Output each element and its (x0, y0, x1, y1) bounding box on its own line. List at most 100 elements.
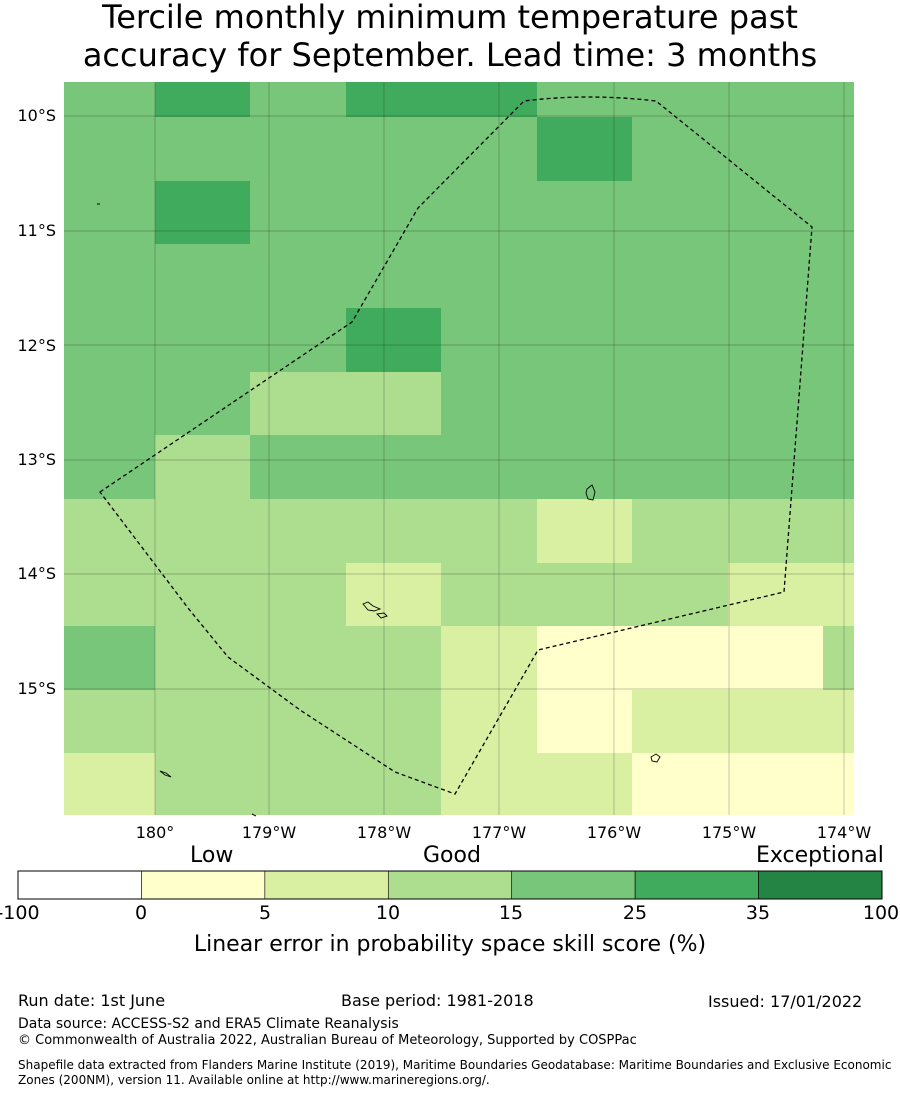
grid-cell (155, 308, 250, 372)
grid-cell (250, 372, 346, 435)
grid-cell (64, 308, 155, 372)
grid-cell (250, 626, 346, 690)
grid-cell (632, 372, 728, 435)
skill-score-grid (64, 82, 854, 815)
grid-cell (250, 244, 346, 308)
grid-cell (632, 117, 728, 181)
grid-cell (64, 372, 155, 435)
base-period: Base period: 1981-2018 (341, 991, 534, 1010)
lat-label: 10°S (17, 106, 56, 125)
grid-cell (632, 244, 728, 308)
lat-label: 11°S (17, 221, 56, 240)
grid-cell (728, 499, 854, 563)
grid-cell (537, 435, 632, 499)
grid-cell (250, 181, 346, 244)
grid-cell (64, 82, 155, 117)
grid-cell (64, 753, 155, 815)
grid-cell (632, 499, 728, 563)
grid-cell (632, 690, 728, 753)
lon-label: 174°W (817, 823, 872, 842)
grid-cell (728, 435, 854, 499)
data-source: Data source: ACCESS-S2 and ERA5 Climate … (18, 1016, 399, 1032)
grid-cell (632, 181, 728, 244)
grid-cell (346, 563, 441, 626)
grid-cell (346, 690, 441, 753)
colorbar-segment (387, 870, 513, 900)
grid-cell (537, 82, 632, 117)
colorbar-tick: 10 (375, 902, 401, 924)
grid-cell (155, 372, 250, 435)
grid-cell (441, 308, 537, 372)
grid-cell (728, 181, 854, 244)
grid-cell (64, 626, 155, 690)
grid-cell (823, 626, 854, 690)
grid-cell (632, 308, 728, 372)
grid-cell (250, 308, 346, 372)
colorbar-tick: 0 (134, 902, 148, 924)
grid-cell (441, 244, 537, 308)
grid-cell (155, 499, 250, 563)
colorbar (17, 870, 883, 900)
colorbar-tick: 100 (862, 902, 900, 924)
map-title-line-1: Tercile monthly minimum temperature past (102, 0, 798, 36)
lon-label: 179°W (242, 823, 297, 842)
grid-cell (441, 499, 537, 563)
shapefile-note: Shapefile data extracted from Flanders M… (18, 1058, 892, 1087)
grid-cell (537, 181, 632, 244)
grid-cell (537, 626, 632, 690)
grid-cell (728, 82, 854, 117)
lat-label: 12°S (17, 336, 56, 355)
colorbar-segment (17, 870, 142, 900)
colorbar-exceptional-label: Exceptional (756, 843, 884, 868)
grid-cell (441, 82, 537, 117)
grid-cell (346, 372, 441, 435)
colorbar-segment (511, 870, 636, 900)
grid-cell (155, 563, 250, 626)
grid-cell (441, 563, 537, 626)
grid-cell (441, 690, 537, 753)
grid-cell (250, 117, 346, 181)
grid-cell (346, 753, 441, 815)
colorbar-low-label: Low (190, 843, 234, 868)
grid-cell (64, 244, 155, 308)
colorbar-good-label: Good (423, 843, 481, 868)
grid-cell (537, 499, 632, 563)
colorbar-tick: 35 (745, 902, 771, 924)
lon-label: 177°W (472, 823, 527, 842)
colorbar-tick: 15 (498, 902, 524, 924)
map-title-line-2: accuracy for September. Lead time: 3 mon… (82, 36, 818, 74)
grid-cell (346, 308, 441, 372)
grid-cell (346, 117, 441, 181)
colorbar-segment (264, 870, 389, 900)
grid-cell (441, 753, 537, 815)
grid-cell (346, 435, 441, 499)
lon-label: 178°W (357, 823, 412, 842)
grid-cell (155, 117, 250, 181)
run-date: Run date: 1st June (18, 991, 166, 1010)
grid-cell (537, 563, 632, 626)
grid-cell (346, 82, 441, 117)
grid-cell (155, 626, 250, 690)
grid-cell (441, 181, 537, 244)
grid-cell (155, 690, 250, 753)
grid-cell (441, 435, 537, 499)
grid-cell (632, 626, 728, 690)
colorbar-segment (634, 870, 759, 900)
grid-cell (441, 626, 537, 690)
colorbar-tick: 5 (258, 902, 272, 924)
grid-cell (64, 563, 155, 626)
island-5 (159, 770, 172, 778)
lat-label: 15°S (17, 679, 56, 698)
colorbar-tick: -100 (0, 902, 40, 924)
island-4 (650, 753, 661, 763)
grid-cell (64, 435, 155, 499)
lon-label: 176°W (587, 823, 642, 842)
grid-cell (441, 372, 537, 435)
eez-boundary (99, 96, 813, 795)
grid-cell (346, 181, 441, 244)
island-3 (376, 612, 388, 619)
issued-date: Issued: 17/01/2022 (708, 992, 863, 1011)
grid-cell (250, 690, 346, 753)
grid-cell (632, 563, 728, 626)
grid-cell (250, 753, 346, 815)
